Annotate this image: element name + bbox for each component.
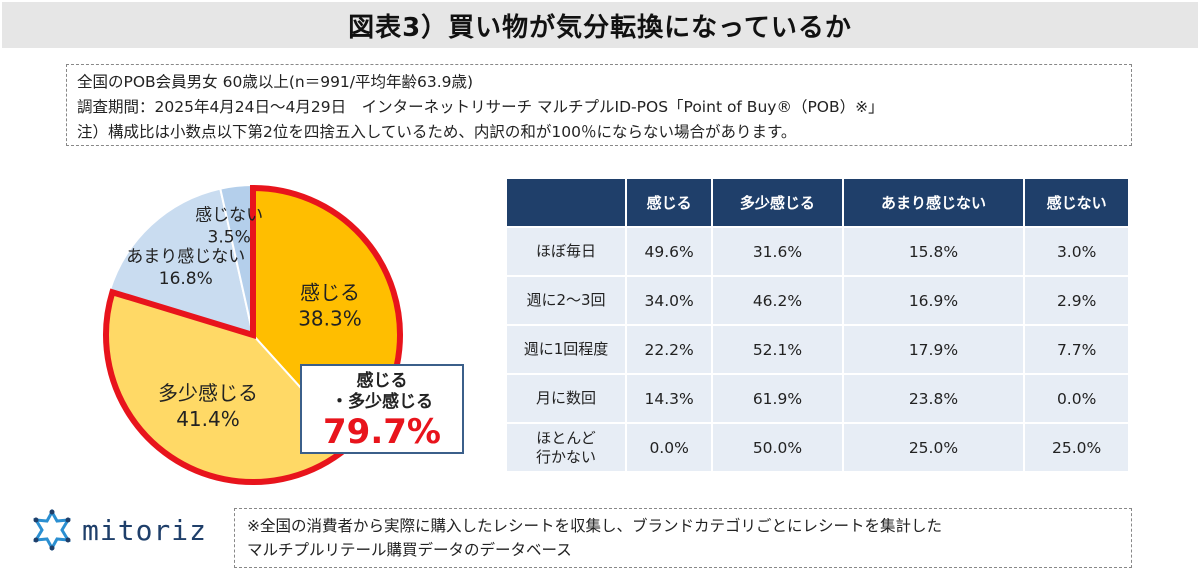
- title-bar: 図表3）買い物が気分転換になっているか: [2, 2, 1198, 48]
- slice-name-label: 感じる: [300, 280, 360, 304]
- slice-name-label: あまり感じない: [126, 247, 245, 267]
- table-row: ほぼ毎日 49.6% 31.6% 15.8% 3.0%: [507, 228, 1128, 275]
- slice-value-label: 41.4%: [176, 407, 240, 431]
- note-line-period: 調査期間：2025年4月24日～4月29日 インターネットリサーチ マルチプルI…: [77, 98, 884, 116]
- slice-name-label: 多少感じる: [158, 381, 258, 405]
- row-header: 週に2～3回: [507, 277, 625, 324]
- logo-wordmark: mitoriz: [82, 513, 208, 547]
- callout-line1: 感じる: [356, 371, 408, 391]
- column-header: 感じる: [627, 179, 712, 226]
- table-cell: 22.2%: [627, 326, 712, 373]
- table-cell: 16.9%: [843, 277, 1024, 324]
- pie-slice: [108, 187, 255, 337]
- frequency-table: 感じる 多少感じる あまり感じない 感じない ほぼ毎日 49.6% 31.6% …: [505, 177, 1130, 473]
- callout-value: 79.7%: [323, 412, 441, 452]
- table-corner-cell: [507, 179, 625, 226]
- table-cell: 61.9%: [713, 375, 842, 422]
- column-header: 多少感じる: [713, 179, 842, 226]
- table-cell: 50.0%: [713, 424, 842, 471]
- table-cell: 15.8%: [843, 228, 1024, 275]
- table-cell: 3.0%: [1025, 228, 1128, 275]
- table-cell: 7.7%: [1025, 326, 1128, 373]
- slice-name-label: 感じない: [195, 206, 263, 226]
- callout-line2: ・多少感じる: [331, 392, 433, 412]
- slice-value-label: 3.5%: [208, 228, 251, 248]
- row-header: 週に1回程度: [507, 326, 625, 373]
- mitoriz-logo: mitoriz: [30, 508, 207, 552]
- mitoriz-star-icon: [33, 508, 71, 552]
- note-line-rounding: 注）構成比は小数点以下第2位を四捨五入しているため、内訳の和が100％にならない…: [77, 123, 797, 141]
- slice-value-label: 38.3%: [298, 306, 362, 330]
- row-header: ほとんど 行かない: [507, 424, 625, 471]
- footnote-line: ※全国の消費者から実際に購入したレシートを収集し、ブランドカテゴリごとにレシート…: [247, 517, 942, 535]
- table-cell: 0.0%: [1025, 375, 1128, 422]
- table-header-row: 感じる 多少感じる あまり感じない 感じない: [507, 179, 1128, 226]
- row-header-line: ほとんど: [536, 428, 596, 447]
- table-row: 週に2～3回 34.0% 46.2% 16.9% 2.9%: [507, 277, 1128, 324]
- table-cell: 14.3%: [627, 375, 712, 422]
- table-cell: 23.8%: [843, 375, 1024, 422]
- slice-value-label: 16.8%: [159, 269, 213, 289]
- table-cell: 46.2%: [713, 277, 842, 324]
- footnote-line: マルチプルリテール購買データのデータベース: [247, 541, 572, 559]
- row-header: ほぼ毎日: [507, 228, 625, 275]
- column-header: 感じない: [1025, 179, 1128, 226]
- row-header-line: 行かない: [535, 447, 596, 466]
- page-title: 図表3）買い物が気分転換になっているか: [348, 12, 852, 43]
- table-cell: 31.6%: [713, 228, 842, 275]
- table-cell: 17.9%: [843, 326, 1024, 373]
- table-cell: 25.0%: [843, 424, 1024, 471]
- footnote-box: ※全国の消費者から実際に購入したレシートを収集し、ブランドカテゴリごとにレシート…: [234, 508, 1132, 568]
- table-row: ほとんど 行かない 0.0% 50.0% 25.0% 25.0%: [507, 424, 1128, 471]
- table-cell: 2.9%: [1025, 277, 1128, 324]
- survey-notes: 全国のPOB会員男女 60歳以上(n＝991/平均年齢63.9歳) 調査期間：2…: [66, 64, 1132, 146]
- row-header: 月に数回: [507, 375, 625, 422]
- table-cell: 25.0%: [1025, 424, 1128, 471]
- table-cell: 0.0%: [627, 424, 712, 471]
- table-row: 週に1回程度 22.2% 52.1% 17.9% 7.7%: [507, 326, 1128, 373]
- combined-callout: 感じる ・多少感じる 79.7%: [300, 364, 464, 454]
- note-line-sample: 全国のPOB会員男女 60歳以上(n＝991/平均年齢63.9歳): [77, 73, 474, 91]
- column-header: あまり感じない: [843, 179, 1024, 226]
- table-cell: 49.6%: [627, 228, 712, 275]
- table-row: 月に数回 14.3% 61.9% 23.8% 0.0%: [507, 375, 1128, 422]
- table-cell: 52.1%: [713, 326, 842, 373]
- table-cell: 34.0%: [627, 277, 712, 324]
